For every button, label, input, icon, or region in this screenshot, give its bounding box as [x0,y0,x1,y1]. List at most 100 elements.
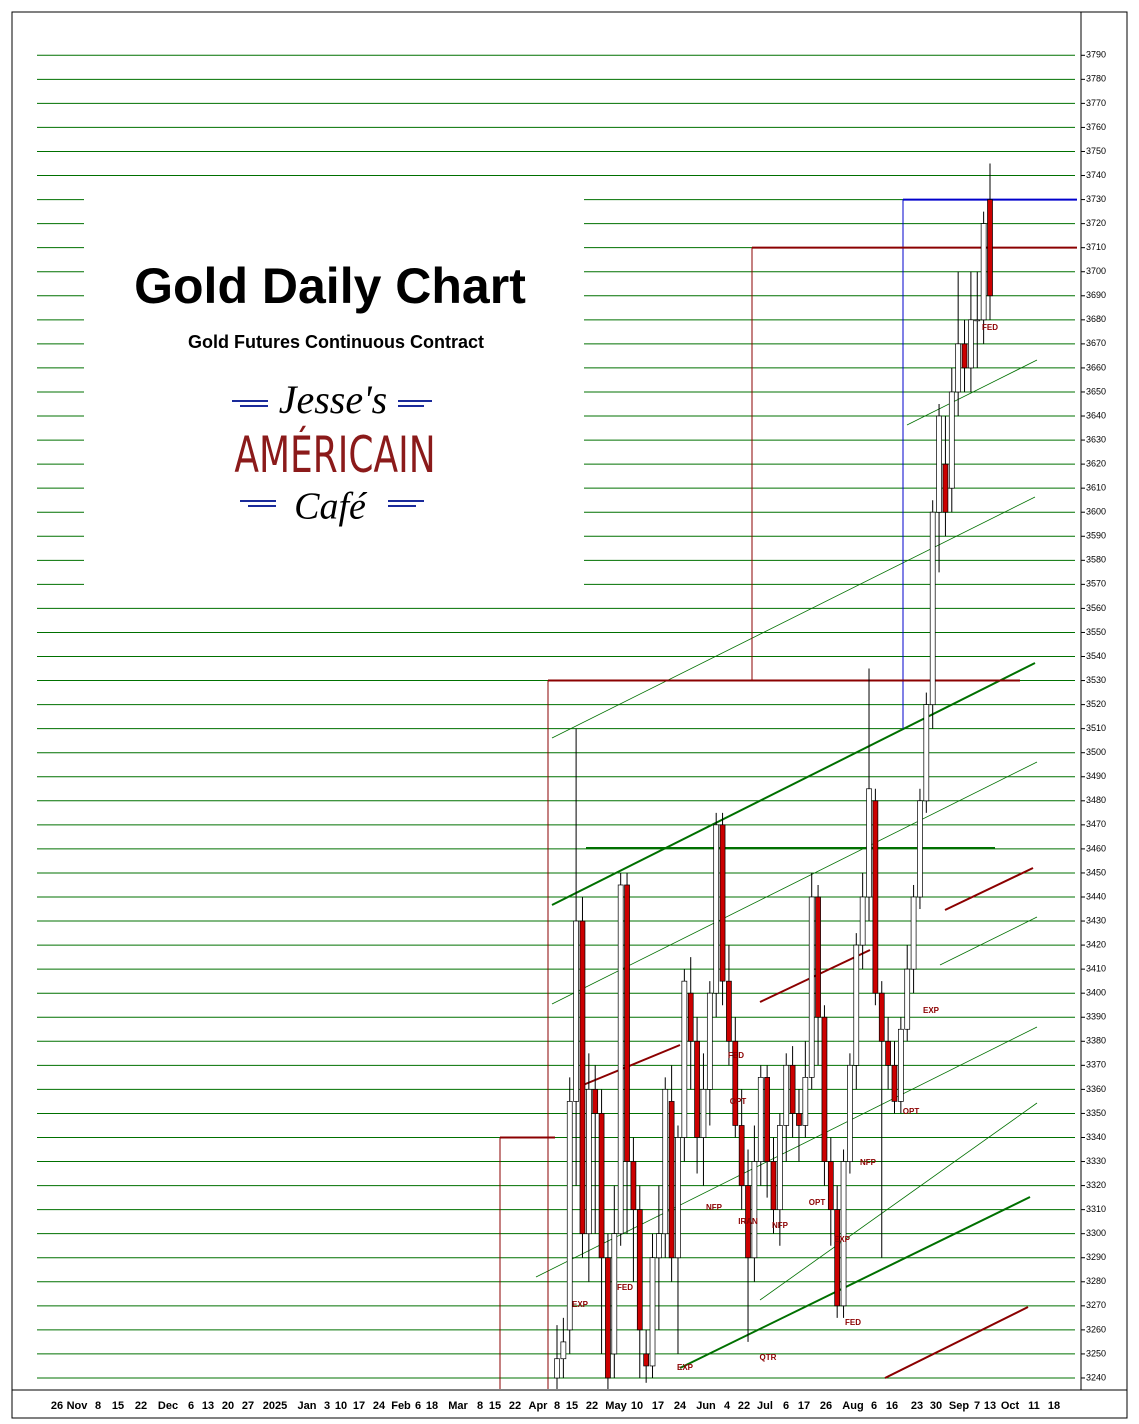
annotation: NFP [772,1221,789,1230]
x-tick-label: 18 [1048,1400,1060,1412]
y-tick-label: 3320 [1086,1180,1106,1190]
axes: 3240 3250 3260 3270 3280 3290 3300 3310 3320 3330… [51,50,1106,1412]
x-tick-label: 24 [373,1400,386,1412]
x-tick-label: 26 [820,1400,832,1412]
x-tick-label: Oct [1001,1400,1020,1412]
annotation: QTR [760,1353,777,1362]
candle-body [866,788,872,898]
y-tick-label: 3520 [1086,699,1106,709]
x-tick-label: 17 [353,1400,365,1412]
candle-body [917,800,923,898]
candle-body [815,896,821,1018]
y-tick-label: 3690 [1086,290,1106,300]
x-tick-label: 17 [652,1400,664,1412]
candle-body [980,223,987,321]
candle-body [624,884,630,1162]
y-tick-label: 3670 [1086,338,1106,348]
x-tick-label: 8 [477,1400,483,1412]
annotation: FED [982,323,998,332]
y-tick-label: 3700 [1086,266,1106,276]
y-tick-label: 3490 [1086,771,1106,781]
x-tick-label: 24 [674,1400,687,1412]
x-tick-label: 3 [324,1400,330,1412]
candle-body [834,1209,841,1307]
candle-body [968,319,974,369]
x-tick-label: Apr [529,1400,549,1412]
y-tick-label: 3620 [1086,458,1106,468]
y-tick-label: 3470 [1086,819,1106,829]
candle-body [910,896,917,970]
candle-body [885,1040,891,1066]
y-tick-label: 3270 [1086,1300,1106,1310]
candle-body [706,992,713,1090]
candle-body [891,1064,898,1102]
y-tick-label: 3420 [1086,939,1106,949]
x-tick-label: 17 [798,1400,810,1412]
x-tick-label: 6 [871,1400,877,1412]
x-tick-label: 6 [188,1400,194,1412]
candle-body [732,1040,739,1126]
y-tick-label: 3630 [1086,434,1106,444]
y-tick-label: 3540 [1086,651,1106,661]
candle-body [923,704,930,802]
candle-body [796,1113,802,1126]
y-tick-label: 3590 [1086,531,1106,541]
y-tick-label: 3760 [1086,122,1106,132]
y-tick-label: 3790 [1086,50,1106,60]
candle-body [617,884,624,1235]
y-tick-label: 3430 [1086,915,1106,925]
y-tick-label: 3340 [1086,1132,1106,1142]
candle-body [643,1353,649,1367]
y-tick-label: 3310 [1086,1204,1106,1214]
candle-body [904,968,911,1030]
annotation: OPT [903,1107,920,1116]
x-tick-label: Jun [696,1400,716,1412]
x-tick-label: 23 [911,1400,923,1412]
candle-body [560,1341,567,1360]
y-tick-label: 3380 [1086,1036,1106,1046]
x-tick-label: 22 [738,1400,750,1412]
y-tick-label: 3440 [1086,891,1106,901]
x-tick-label: 26 [51,1400,63,1412]
logo-ornament [232,400,432,507]
y-tick-label: 3730 [1086,194,1106,204]
candle-body [821,1016,828,1162]
candle-body [726,980,732,1042]
annotation: NFP [706,1203,723,1212]
x-tick-label: 6 [415,1400,421,1412]
x-tick-label: 4 [724,1400,731,1412]
candle-body [872,800,879,994]
x-tick-label: 13 [202,1400,214,1412]
y-tick-label: 3280 [1086,1276,1106,1286]
candles: EXP FED EXP NFP FED OPT IRAN NFP QTR OPT EXP NFP FED… [554,163,998,1389]
candle-body [961,343,968,369]
x-tick-label: 11 [1028,1400,1040,1412]
x-tick-label: 10 [631,1400,643,1412]
y-tick-label: 3360 [1086,1084,1106,1094]
chart-title: Gold Daily Chart [134,258,526,314]
candle-body [859,896,866,946]
candle-body [987,199,993,297]
x-tick-label: Sep [949,1400,969,1412]
candle-body [713,824,720,994]
x-tick-label: Nov [67,1400,89,1412]
candle-body [929,511,936,705]
x-tick-label: 13 [984,1400,996,1412]
x-tick-label: May [605,1400,627,1412]
y-tick-label: 3680 [1086,314,1106,324]
y-tick-label: 3610 [1086,483,1106,493]
candle-body [566,1101,573,1331]
annotation: IRAN [738,1217,758,1226]
candle-body [662,1089,669,1235]
candle-body [694,1040,700,1138]
y-tick-label: 3240 [1086,1372,1106,1382]
x-tick-label: Aug [842,1400,863,1412]
x-tick-label: 22 [509,1400,521,1412]
candle-body [764,1077,770,1162]
y-tick-label: 3750 [1086,146,1106,156]
y-tick-label: 3450 [1086,867,1106,877]
y-tick-label: 3370 [1086,1060,1106,1070]
candle-body [605,1257,611,1379]
logo-middle: AMÉRICAIN [234,424,435,485]
